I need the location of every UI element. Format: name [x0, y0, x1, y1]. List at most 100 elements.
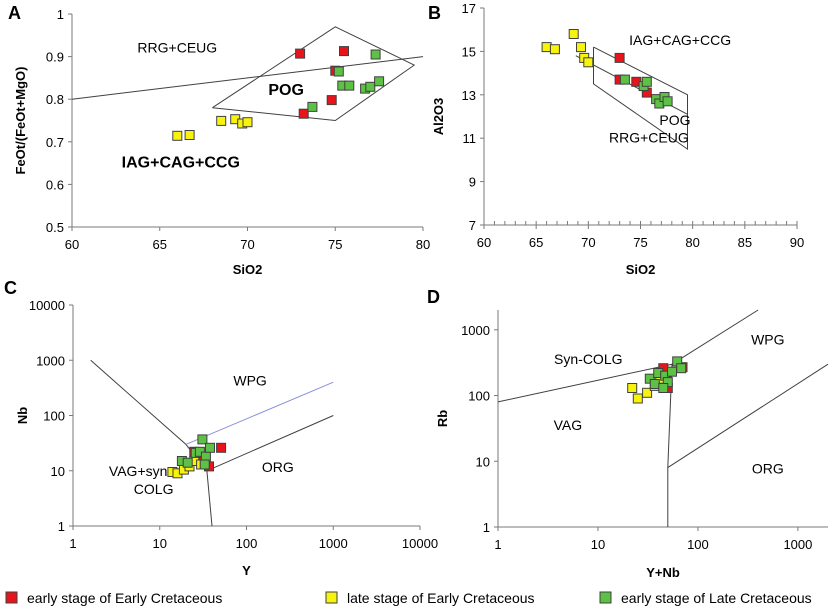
- field-boundary-b: [593, 46, 688, 151]
- tick-label-x-d: 1000: [783, 537, 812, 552]
- y-axis-title-a: FeOt/(FeOt+MgO): [13, 67, 28, 175]
- field-boundary-d: [671, 309, 759, 365]
- tick-label-x-a: 60: [65, 237, 79, 252]
- field-boundary-d: [667, 363, 829, 469]
- tick-label-x-b: 75: [633, 235, 647, 250]
- region-label-c: ORG: [262, 459, 294, 475]
- region-label-d: Syn-COLG: [554, 351, 622, 367]
- y-axis-title-b: Al2O3: [431, 98, 446, 136]
- tick-label-x-c: 1000: [319, 536, 348, 551]
- x-axis-title-a: SiO2: [233, 262, 263, 277]
- field-boundary-c: [90, 359, 213, 527]
- region-label-c: VAG+syn-: [109, 463, 172, 479]
- tick-label-x-a: 65: [153, 237, 167, 252]
- region-label-d: ORG: [752, 461, 784, 477]
- data-point-early-lk: [649, 379, 660, 389]
- tick-label-y-a: 1: [57, 7, 64, 22]
- tick-label-x-c: 1: [69, 536, 76, 551]
- tick-label-y-c: 100: [43, 409, 65, 424]
- panel-d: D 1 10 100 1000 1 10 100 1000 Y+Nb Rb Syn-COLG WPG VA…: [427, 287, 829, 580]
- data-point-early-ek: [298, 108, 309, 119]
- panel-b: B 60 65 70 75 80 85 90 7 9 11 13 15 17 SiO2 Al2O3 IAG+CA…: [428, 1, 804, 277]
- data-point-late-ek: [583, 57, 594, 68]
- legend-label-early-ek: early stage of Early Cretaceous: [27, 590, 222, 606]
- tick-label-x-b: 70: [581, 235, 595, 250]
- field-boundary-a: [71, 56, 424, 100]
- tick-label-y-a: 0.7: [46, 135, 64, 150]
- data-point-early-lk: [667, 366, 677, 377]
- tick-label-x-b: 80: [685, 235, 699, 250]
- tick-label-y-d: 1: [483, 520, 490, 535]
- legend-swatch-early-ek: [5, 591, 18, 604]
- tick-label-y-c: 10000: [29, 298, 65, 313]
- data-point-late-ek: [568, 29, 579, 39]
- region-label-a: IAG+CAG+CCG: [122, 154, 240, 171]
- panel-label-a: A: [8, 3, 21, 23]
- data-point-late-ek: [184, 130, 195, 140]
- tick-label-y-a: 0.8: [46, 92, 64, 107]
- data-point-late-ek: [576, 42, 586, 53]
- tick-label-x-d: 1: [494, 537, 501, 552]
- data-point-early-lk: [197, 434, 208, 445]
- tick-label-y-c: 1000: [36, 353, 65, 368]
- y-axis-title-c: Nb: [15, 407, 30, 424]
- tick-label-y-b: 7: [469, 218, 476, 233]
- tick-label-x-b: 90: [790, 235, 804, 250]
- panel-label-c: C: [4, 278, 17, 298]
- tick-label-x-c: 100: [236, 536, 258, 551]
- tick-label-y-d: 100: [468, 389, 490, 404]
- y-axis-title-d: Rb: [435, 410, 450, 427]
- data-point-late-ek: [172, 130, 183, 141]
- field-boundary-a: [212, 26, 416, 122]
- x-axis-title-b: SiO2: [626, 262, 656, 277]
- data-point-early-lk: [370, 49, 381, 60]
- data-point-early-lk: [333, 66, 344, 77]
- data-point-early-ek: [295, 48, 306, 59]
- region-label-b: POG: [659, 112, 690, 128]
- data-point-early-lk: [658, 383, 669, 393]
- data-point-early-ek: [339, 46, 349, 57]
- region-label-d: WPG: [751, 331, 784, 347]
- data-point-early-ek: [216, 442, 227, 453]
- data-point-early-lk: [676, 363, 687, 374]
- tick-label-x-c: 10: [153, 536, 167, 551]
- legend-swatch-late-ek: [325, 591, 338, 604]
- legend-swatch-early-lk: [599, 591, 612, 604]
- tick-label-x-b: 85: [738, 235, 752, 250]
- data-point-early-lk: [641, 76, 652, 87]
- data-point-early-lk: [205, 442, 215, 453]
- data-point-early-ek: [326, 95, 337, 106]
- data-point-late-ek: [216, 115, 227, 126]
- panel-label-d: D: [427, 287, 440, 307]
- tick-label-x-a: 80: [416, 237, 430, 252]
- region-label-d: VAG: [554, 417, 583, 433]
- region-label-c: WPG: [233, 372, 266, 388]
- tick-label-x-d: 100: [687, 537, 709, 552]
- panel-label-b: B: [428, 3, 441, 23]
- data-point-early-ek: [614, 52, 625, 63]
- legend-label-late-ek: late stage of Early Cretaceous: [347, 590, 535, 606]
- x-axis-title-d: Y+Nb: [646, 565, 680, 580]
- tick-label-y-b: 11: [463, 131, 477, 146]
- data-point-early-lk: [344, 80, 355, 91]
- x-axis-title-c: Y: [242, 563, 251, 578]
- data-point-early-lk: [307, 101, 318, 112]
- data-point-early-lk: [662, 96, 673, 107]
- tick-label-x-a: 75: [328, 237, 342, 252]
- tick-label-y-b: 17: [462, 1, 476, 16]
- field-boundary-c: [185, 381, 334, 445]
- tick-label-y-c: 10: [51, 464, 65, 479]
- data-point-early-lk: [374, 76, 385, 87]
- region-label-a: POG: [268, 82, 304, 99]
- tick-label-y-d: 10: [476, 454, 490, 469]
- tick-label-y-b: 9: [469, 175, 476, 190]
- legend-label-early-lk: early stage of Late Cretaceous: [621, 590, 812, 606]
- tick-label-x-a: 70: [240, 237, 254, 252]
- panel-a: A 60 65 70 75 80 0.5 0.6 0.7 0.8 0.9 1 SiO2 FeOt/(FeO…: [8, 3, 430, 277]
- region-label-b: IAG+CAG+CCG: [629, 32, 731, 48]
- legend: early stage of Early Cretaceous late sta…: [5, 590, 812, 606]
- tick-label-x-d: 10: [591, 537, 605, 552]
- tick-label-x-c: 10000: [402, 536, 438, 551]
- tick-label-y-a: 0.6: [46, 177, 64, 192]
